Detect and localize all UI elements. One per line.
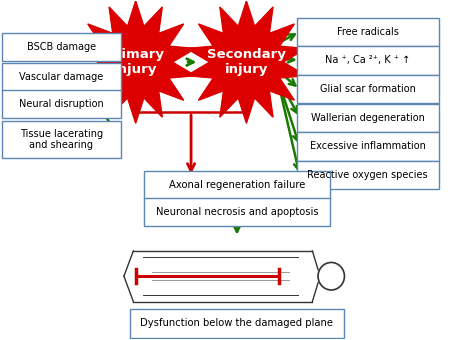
Text: Axonal regeneration failure: Axonal regeneration failure — [169, 180, 305, 190]
Text: Vascular damage: Vascular damage — [19, 72, 104, 82]
FancyBboxPatch shape — [2, 90, 120, 118]
FancyBboxPatch shape — [297, 104, 438, 132]
Text: Glial scar formation: Glial scar formation — [320, 84, 416, 94]
FancyBboxPatch shape — [2, 121, 120, 158]
Polygon shape — [76, 1, 195, 123]
Text: Tissue lacerating
and shearing: Tissue lacerating and shearing — [20, 129, 103, 150]
Text: Dysfunction below the damaged plane: Dysfunction below the damaged plane — [140, 319, 334, 328]
FancyBboxPatch shape — [129, 309, 345, 338]
FancyBboxPatch shape — [297, 46, 438, 74]
Text: Free radicals: Free radicals — [337, 27, 399, 37]
FancyBboxPatch shape — [144, 198, 330, 226]
Text: Neuronal necrosis and apoptosis: Neuronal necrosis and apoptosis — [155, 207, 319, 217]
Text: Wallerian degeneration: Wallerian degeneration — [311, 113, 425, 123]
FancyBboxPatch shape — [297, 18, 438, 46]
Text: Secondary
injury: Secondary injury — [207, 48, 286, 76]
Text: Reactive oxygen species: Reactive oxygen species — [308, 170, 428, 180]
FancyBboxPatch shape — [297, 75, 438, 103]
Text: Excessive inflammation: Excessive inflammation — [310, 141, 426, 151]
Text: Primary
injury: Primary injury — [106, 48, 165, 76]
Text: Neural disruption: Neural disruption — [19, 99, 104, 109]
Text: Na ⁺, Ca ²⁺, K ⁺ ↑: Na ⁺, Ca ²⁺, K ⁺ ↑ — [325, 55, 410, 65]
FancyBboxPatch shape — [297, 132, 438, 160]
Polygon shape — [187, 1, 306, 123]
FancyBboxPatch shape — [2, 33, 120, 61]
FancyBboxPatch shape — [297, 161, 438, 189]
FancyBboxPatch shape — [144, 171, 330, 199]
Text: BSCB damage: BSCB damage — [27, 42, 96, 52]
FancyBboxPatch shape — [2, 63, 120, 91]
